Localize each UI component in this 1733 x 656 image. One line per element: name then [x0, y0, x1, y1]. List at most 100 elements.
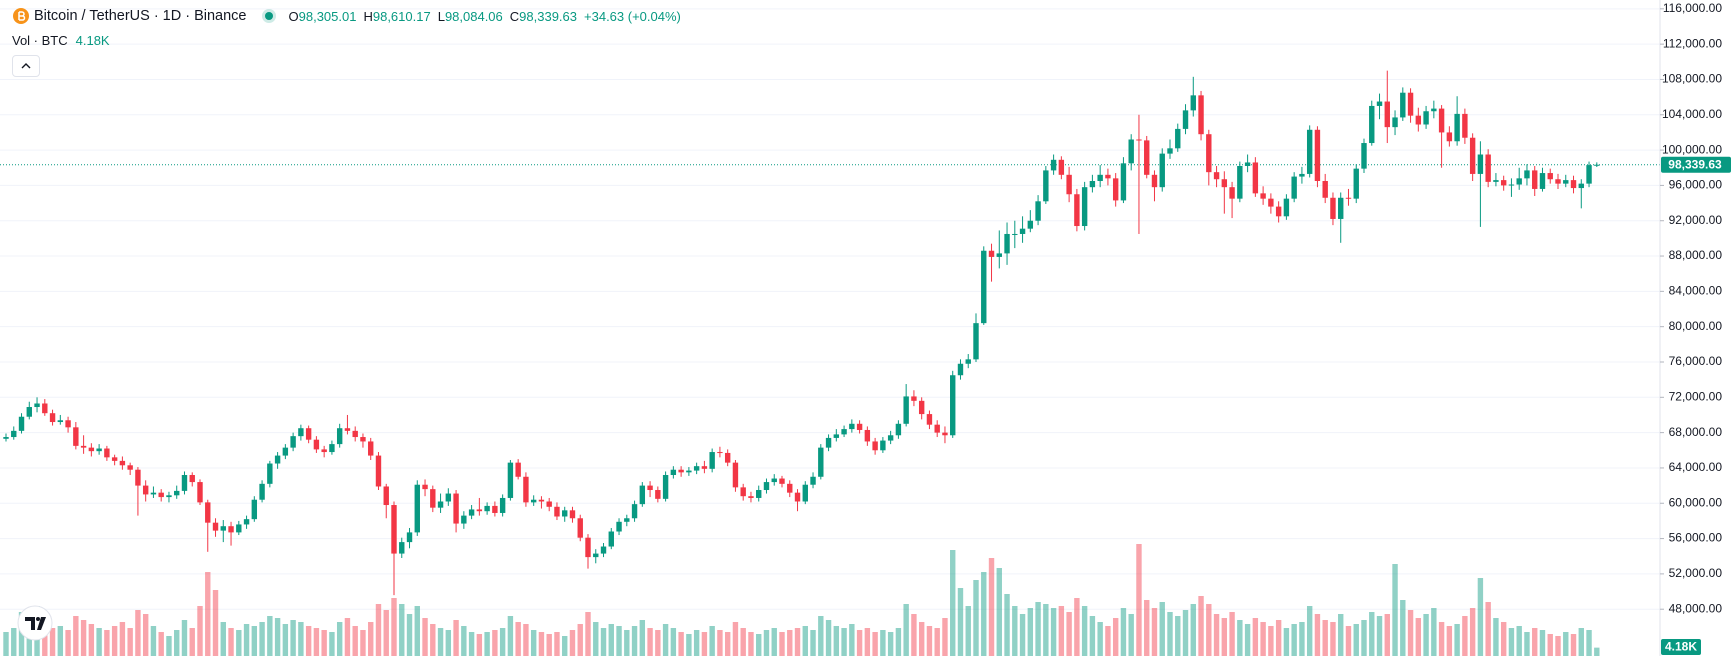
candle-body	[1594, 164, 1600, 166]
volume-bar	[1338, 614, 1344, 656]
volume-bar	[1198, 596, 1204, 656]
candle-body	[1252, 162, 1259, 194]
symbol-title[interactable]: Bitcoin / TetherUS · 1D · Binance	[34, 8, 247, 24]
volume-bar	[259, 622, 265, 656]
volume-bar	[360, 630, 366, 656]
y-tick-label: 96,000.00	[1669, 178, 1723, 192]
candle-body	[251, 499, 258, 520]
volume-bar	[205, 572, 211, 656]
candle-body	[414, 484, 420, 533]
volume-bar	[461, 626, 467, 656]
volume-bar	[119, 622, 126, 656]
candle-body	[1485, 154, 1491, 182]
volume-bar	[1407, 610, 1414, 656]
candle-body	[1438, 108, 1445, 133]
y-tick-label: 108,000.00	[1662, 72, 1722, 86]
volume-bar	[1105, 626, 1111, 656]
volume-bar	[1477, 578, 1484, 656]
candle-body	[88, 447, 95, 452]
candle-body	[1206, 134, 1212, 173]
candle-body	[717, 452, 723, 454]
candle-body	[1035, 201, 1041, 221]
volume-bar	[321, 630, 327, 656]
volume-bar	[748, 632, 754, 656]
volume-bar	[391, 598, 397, 656]
candle-body	[631, 504, 638, 519]
candle-body	[1128, 139, 1134, 164]
volume-bar	[142, 614, 149, 656]
candle-body	[655, 490, 661, 499]
candle-body	[1586, 165, 1592, 184]
candle-body	[1392, 117, 1398, 128]
volume-bar	[1594, 647, 1600, 656]
candle-body	[499, 497, 506, 513]
volume-bar	[1159, 602, 1165, 656]
volume-bar	[1066, 612, 1072, 656]
icon-glyph	[18, 11, 26, 21]
candle-body	[1454, 113, 1460, 142]
candle-body	[468, 509, 475, 516]
candle-body	[1260, 193, 1266, 199]
volume-bar	[717, 630, 723, 656]
candle-body	[1182, 110, 1189, 129]
candle-body	[406, 532, 413, 543]
candle-body	[825, 437, 832, 448]
ohlc-label: O	[288, 8, 299, 24]
volume-bar	[585, 612, 591, 656]
volume-bar	[872, 632, 878, 656]
volume-bar	[49, 628, 56, 656]
candle-body	[981, 250, 987, 324]
candle-body	[1532, 170, 1538, 189]
candle-body	[794, 492, 801, 502]
candle-body	[1361, 143, 1367, 169]
candle-body	[515, 462, 521, 477]
volume-bar	[1376, 616, 1383, 656]
volume-bar	[1500, 622, 1507, 656]
candle-body	[484, 505, 490, 512]
volume-bar	[174, 630, 180, 656]
candle-body	[73, 427, 79, 446]
candle-body	[158, 492, 164, 498]
volume-bar	[593, 622, 599, 656]
candle-body	[336, 428, 343, 445]
price-axis: 48,000.00 52,000.00 56,000.00 60,000.00 64,0…	[1660, 1, 1731, 655]
volume-bar	[1260, 622, 1266, 656]
candle-body	[290, 436, 296, 448]
candle-body	[1066, 174, 1072, 195]
volume-bar	[1291, 624, 1297, 656]
volume-bar	[810, 630, 816, 656]
candle-body	[1493, 180, 1499, 182]
volume-bar	[220, 622, 226, 656]
candle-body	[321, 449, 327, 453]
volume-bar	[104, 630, 110, 656]
volume-bar	[530, 630, 537, 656]
candle-body	[1306, 129, 1313, 174]
volume-bar	[841, 628, 847, 656]
volume-tag	[1661, 639, 1701, 655]
volume-bar	[430, 624, 436, 656]
volume-bar	[856, 630, 863, 656]
candle-body	[142, 485, 149, 495]
volume-bar	[1268, 626, 1274, 656]
market-status[interactable]	[261, 8, 277, 24]
volume-bar	[228, 628, 234, 656]
volume-bar	[864, 628, 871, 656]
volume-bar	[981, 572, 987, 656]
volume-bar	[1508, 628, 1515, 656]
volume-bar	[950, 550, 956, 656]
candle-body	[445, 493, 452, 502]
candle-body	[693, 466, 700, 471]
volume-bar	[111, 626, 118, 656]
candle-body	[1268, 198, 1274, 207]
candle-body	[313, 439, 320, 450]
volume-bar	[880, 630, 886, 656]
last-price-tag	[1661, 156, 1731, 173]
volume-bar	[538, 632, 545, 656]
candle-body	[57, 420, 64, 423]
collapse-button[interactable]	[12, 55, 40, 77]
candle-body	[507, 462, 514, 498]
volume-bar	[973, 580, 979, 656]
candle-body	[1175, 128, 1181, 149]
candle-body	[903, 396, 909, 424]
candle-body	[282, 447, 289, 456]
